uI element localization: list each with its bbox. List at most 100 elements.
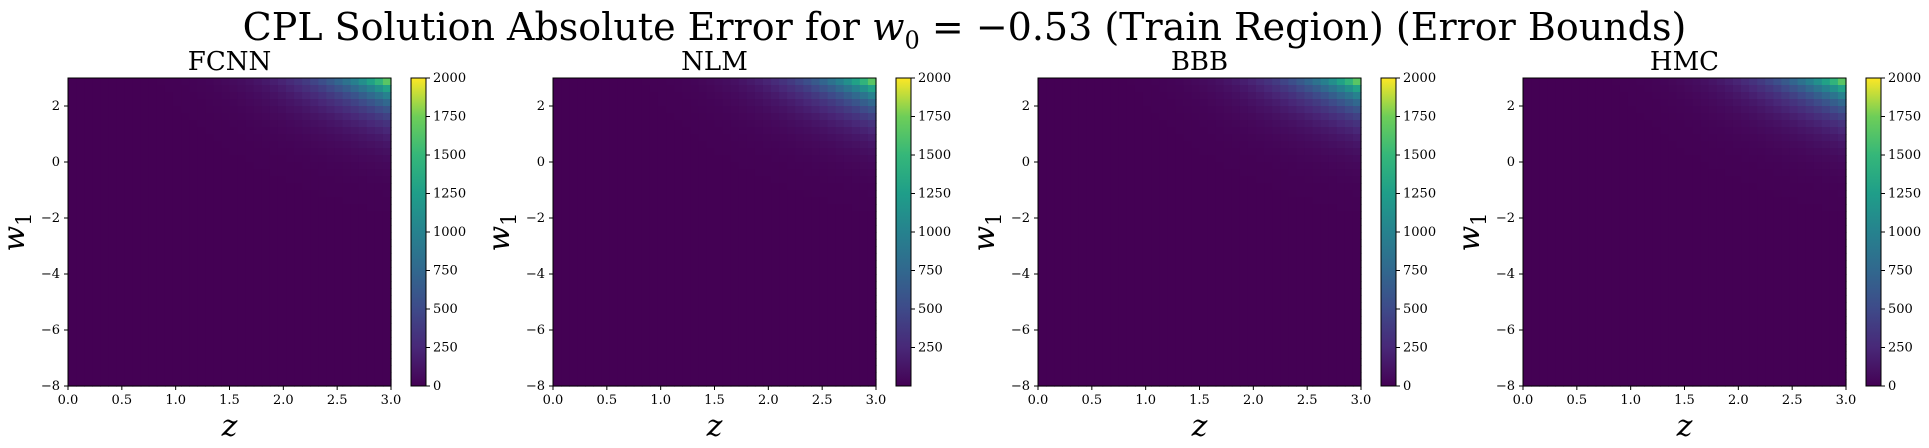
heatmap-cell — [342, 253, 352, 261]
heatmap-cell — [286, 239, 295, 247]
heatmap-cell — [633, 246, 643, 254]
heatmap-cell — [754, 330, 764, 338]
heatmap-cell — [641, 330, 651, 338]
heatmap-cell — [358, 148, 368, 156]
heatmap-cell — [585, 295, 594, 303]
heatmap-cell — [350, 372, 360, 380]
heatmap-cell — [585, 351, 594, 359]
heatmap-cell — [593, 113, 603, 121]
heatmap-cell — [116, 246, 126, 254]
heatmap-cell — [108, 148, 118, 156]
heatmap-cell — [1086, 190, 1096, 198]
heatmap-cell — [84, 372, 93, 380]
heatmap-cell — [1167, 169, 1176, 177]
heatmap-cell — [1094, 267, 1104, 275]
heatmap-cell — [1142, 218, 1152, 226]
x-tick-label: 2.5 — [327, 393, 348, 408]
heatmap-cell — [1247, 197, 1257, 205]
heatmap-cell — [245, 141, 255, 149]
heatmap-cell — [1142, 197, 1152, 205]
heatmap-cell — [1256, 302, 1265, 310]
heatmap-cell — [68, 232, 77, 240]
heatmap-cell — [1352, 92, 1362, 100]
heatmap-cell — [116, 155, 126, 163]
heatmap-cell — [1070, 78, 1079, 86]
heatmap-cell — [156, 134, 166, 142]
heatmap-cell — [197, 134, 206, 142]
heatmap-cell — [674, 309, 683, 317]
heatmap-cell — [738, 85, 748, 93]
heatmap-cell — [1118, 106, 1128, 114]
heatmap-cell — [189, 260, 198, 268]
heatmap-cell — [1183, 148, 1193, 156]
heatmap-cell — [366, 113, 376, 121]
heatmap-cell — [730, 267, 740, 275]
heatmap-cell — [108, 176, 118, 184]
heatmap-cell — [730, 330, 740, 338]
heatmap-cell — [302, 134, 311, 142]
heatmap-cell — [641, 134, 651, 142]
heatmap-cell — [1159, 106, 1168, 114]
heatmap-cell — [706, 162, 716, 170]
heatmap-cell — [1167, 141, 1176, 149]
heatmap-cell — [1288, 246, 1297, 254]
y-tick-label: 0 — [537, 155, 545, 170]
heatmap-cell — [795, 99, 804, 107]
heatmap-cell — [706, 309, 716, 317]
heatmap-cell — [205, 225, 214, 233]
heatmap-cell — [738, 316, 748, 324]
heatmap-cell — [771, 337, 780, 345]
heatmap-cell — [674, 260, 683, 268]
heatmap-cell — [641, 169, 651, 177]
heatmap-cell — [609, 246, 619, 254]
heatmap-cell — [213, 225, 223, 233]
heatmap-cell — [164, 197, 174, 205]
heatmap-cell — [229, 204, 239, 212]
heatmap-cell — [156, 358, 166, 366]
heatmap-cell — [649, 344, 659, 352]
heatmap-cell — [1183, 232, 1193, 240]
heatmap-cell — [819, 78, 829, 86]
heatmap-cell — [164, 351, 174, 359]
heatmap-cell — [859, 225, 869, 233]
heatmap-cell — [803, 379, 812, 387]
heatmap-cell — [633, 211, 643, 219]
heatmap-cell — [172, 246, 182, 254]
heatmap-cell — [633, 183, 643, 191]
heatmap-cell — [714, 337, 724, 345]
heatmap-cell — [382, 211, 392, 219]
heatmap-cell — [1239, 309, 1249, 317]
heatmap-cell — [1272, 295, 1281, 303]
heatmap-cell — [1207, 155, 1217, 163]
heatmap-cell — [585, 372, 594, 380]
heatmap-cell — [593, 183, 603, 191]
heatmap-cell — [1070, 274, 1079, 282]
heatmap-cell — [164, 288, 174, 296]
heatmap-cell — [1304, 99, 1314, 107]
heatmap-cell — [1054, 148, 1063, 156]
heatmap-cell — [851, 204, 861, 212]
heatmap-cell — [68, 169, 77, 177]
heatmap-cell — [294, 344, 303, 352]
heatmap-cell — [625, 113, 635, 121]
heatmap-cell — [730, 141, 740, 149]
heatmap-cell — [326, 379, 336, 387]
heatmap-cell — [1231, 211, 1241, 219]
heatmap-cell — [730, 351, 740, 359]
heatmap-cell — [843, 106, 853, 114]
heatmap-cell — [738, 78, 748, 86]
heatmap-cell — [92, 183, 101, 191]
heatmap-cell — [189, 344, 198, 352]
heatmap-cell — [1296, 127, 1306, 135]
heatmap-cell — [1086, 120, 1096, 128]
heatmap-cell — [722, 204, 732, 212]
heatmap-cell — [657, 183, 667, 191]
heatmap-cell — [585, 183, 594, 191]
heatmap-cell — [1062, 99, 1071, 107]
heatmap-cell — [649, 120, 659, 128]
heatmap-cell — [690, 127, 699, 135]
heatmap-cell — [140, 141, 150, 149]
heatmap-cell — [229, 190, 239, 198]
figure-title-suffix: (Train Region) (Error Bounds) — [1092, 5, 1687, 49]
heatmap-cell — [779, 78, 788, 86]
